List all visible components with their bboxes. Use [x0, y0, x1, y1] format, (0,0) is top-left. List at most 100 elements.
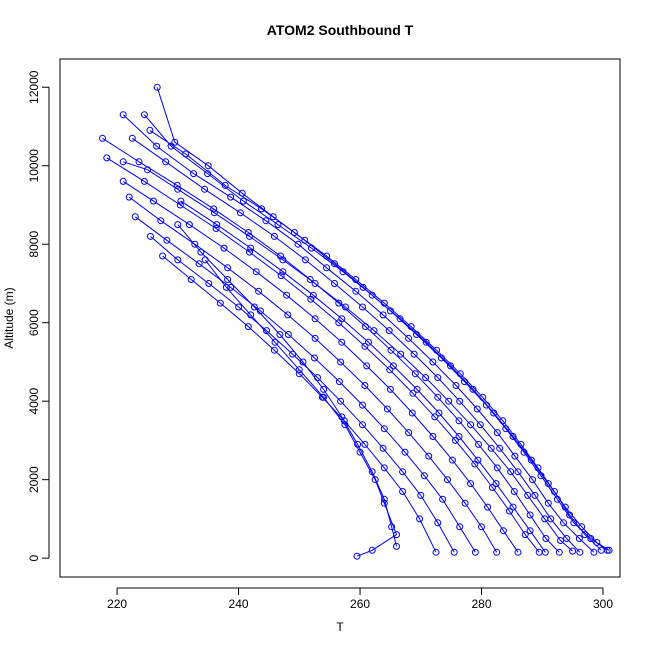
- data-point: [526, 511, 534, 519]
- data-point: [185, 221, 193, 229]
- data-point: [557, 537, 564, 544]
- series-layer: [99, 83, 613, 560]
- data-point: [487, 444, 495, 452]
- series-line: [144, 114, 610, 551]
- series-line: [156, 87, 608, 551]
- data-point: [456, 397, 464, 405]
- data-point: [205, 280, 213, 287]
- data-point: [146, 126, 154, 134]
- data-point: [401, 448, 409, 456]
- data-point: [331, 260, 338, 268]
- series-3: [119, 111, 598, 556]
- data-point: [220, 244, 228, 252]
- data-point: [246, 248, 253, 256]
- data-point: [135, 158, 143, 166]
- data-point: [448, 456, 456, 464]
- data-point: [521, 531, 529, 539]
- series-line: [122, 114, 595, 553]
- data-point: [563, 535, 571, 542]
- data-point: [309, 291, 317, 299]
- data-point: [411, 370, 419, 378]
- data-point: [262, 217, 270, 225]
- data-point: [163, 236, 171, 244]
- data-point: [383, 405, 391, 413]
- data-point: [526, 527, 534, 535]
- data-point: [361, 440, 369, 448]
- data-point: [359, 421, 366, 429]
- x-tick-label: 220: [107, 597, 127, 611]
- y-tick-label: 4000: [27, 388, 41, 415]
- data-point: [492, 480, 500, 488]
- data-point: [461, 499, 469, 507]
- data-point: [190, 170, 198, 178]
- data-point: [128, 134, 136, 142]
- data-point: [311, 354, 318, 362]
- data-point: [429, 433, 437, 440]
- data-point: [258, 205, 266, 213]
- data-point: [397, 350, 405, 358]
- data-point: [529, 476, 536, 484]
- data-point: [227, 283, 235, 291]
- data-point: [410, 350, 418, 358]
- data-point: [478, 523, 485, 531]
- data-point: [222, 283, 230, 291]
- data-point: [176, 201, 184, 209]
- data-point: [204, 162, 212, 170]
- data-point: [103, 154, 111, 162]
- x-axis-label: T: [336, 620, 344, 634]
- data-point: [210, 209, 218, 217]
- data-point: [339, 268, 347, 276]
- data-point: [301, 256, 309, 264]
- x-tick-label: 240: [229, 597, 249, 611]
- data-point: [409, 389, 417, 397]
- data-point: [445, 397, 453, 405]
- data-point: [542, 535, 550, 542]
- data-point: [147, 232, 154, 240]
- data-point: [456, 523, 464, 531]
- data-point: [570, 519, 578, 527]
- y-axis-label: Altitude (m): [2, 287, 16, 348]
- data-point: [174, 185, 182, 193]
- data-point: [338, 338, 346, 346]
- data-point: [359, 283, 367, 291]
- data-point: [455, 433, 463, 440]
- data-point: [119, 158, 127, 166]
- data-point: [368, 546, 376, 554]
- data-point: [311, 280, 319, 287]
- series-line: [150, 236, 455, 553]
- data-point: [544, 499, 552, 507]
- data-point: [469, 385, 477, 393]
- data-point: [250, 303, 258, 311]
- series-16: [177, 197, 549, 556]
- data-point: [352, 287, 360, 295]
- data-point: [177, 197, 185, 205]
- data-point: [246, 232, 253, 240]
- data-point: [238, 189, 246, 197]
- data-point: [425, 452, 433, 460]
- series-line: [180, 200, 546, 553]
- data-point: [593, 539, 601, 546]
- data-point: [405, 334, 413, 342]
- data-point: [119, 177, 127, 185]
- data-point: [195, 260, 203, 268]
- series-14: [174, 221, 400, 550]
- data-point: [420, 472, 428, 480]
- data-point: [510, 488, 518, 495]
- series-line: [106, 157, 540, 553]
- series-line: [122, 180, 519, 553]
- data-point: [239, 197, 247, 205]
- data-point: [560, 519, 567, 527]
- data-point: [386, 385, 394, 393]
- data-point: [341, 421, 349, 429]
- data-point: [212, 225, 220, 232]
- data-point: [507, 468, 515, 476]
- data-point: [575, 535, 583, 542]
- data-point: [434, 519, 442, 527]
- data-point: [368, 291, 376, 299]
- data-point: [514, 468, 522, 476]
- data-point: [338, 315, 346, 323]
- data-point: [306, 276, 314, 283]
- data-point: [365, 338, 372, 346]
- data-point: [561, 503, 569, 511]
- x-tick-label: 280: [472, 597, 492, 611]
